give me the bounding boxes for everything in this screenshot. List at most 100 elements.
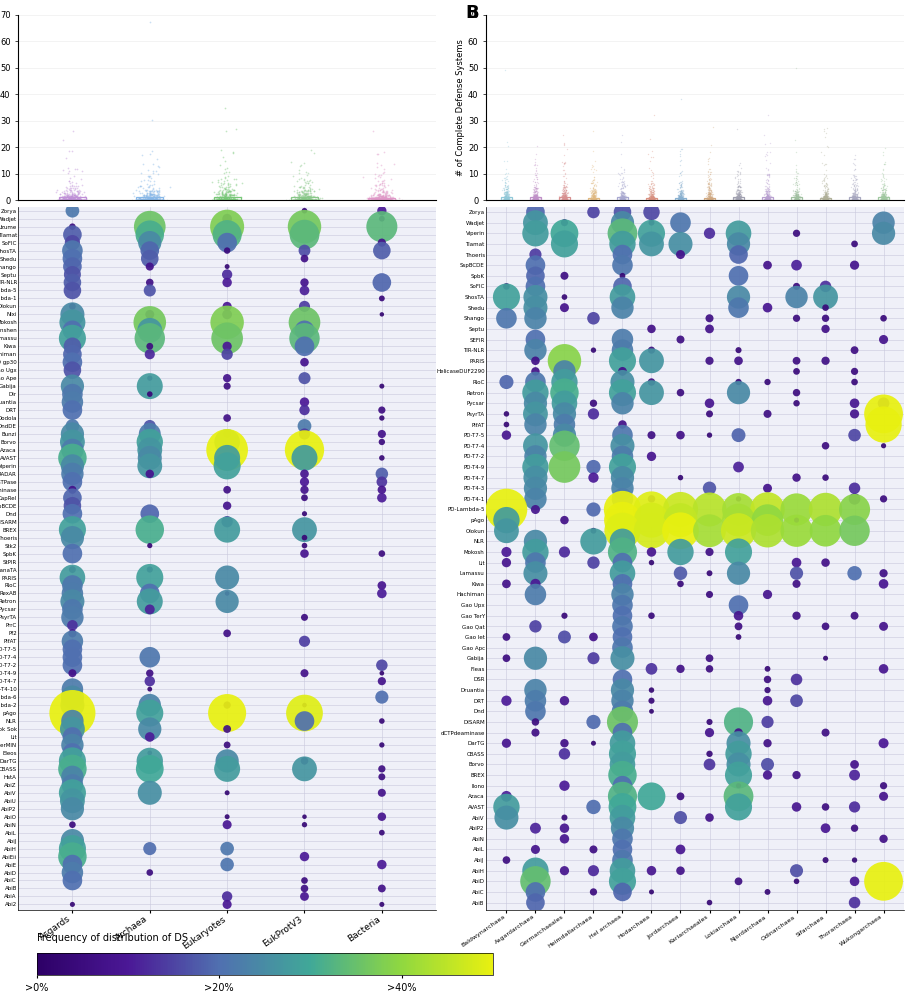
Point bbox=[617, 192, 632, 208]
Point bbox=[587, 192, 602, 208]
Point bbox=[761, 192, 776, 208]
Point bbox=[531, 191, 546, 207]
Point bbox=[554, 191, 569, 207]
Point bbox=[675, 192, 689, 208]
Point bbox=[730, 192, 745, 208]
Point bbox=[299, 186, 313, 202]
Point bbox=[143, 189, 158, 205]
Point bbox=[819, 188, 834, 204]
Point bbox=[614, 184, 629, 200]
Point bbox=[760, 186, 774, 202]
Point bbox=[300, 188, 315, 204]
Point bbox=[378, 192, 393, 208]
Point bbox=[557, 192, 572, 208]
Point bbox=[788, 190, 803, 206]
Point bbox=[227, 192, 242, 208]
Point bbox=[222, 192, 236, 208]
Point bbox=[299, 192, 313, 208]
Point bbox=[65, 192, 79, 208]
Point bbox=[377, 192, 392, 208]
Point bbox=[819, 186, 834, 202]
Point bbox=[760, 191, 774, 207]
Point bbox=[295, 190, 310, 206]
Point bbox=[789, 192, 803, 208]
Point bbox=[845, 191, 860, 207]
Point bbox=[141, 192, 155, 208]
Point bbox=[499, 192, 514, 208]
Point bbox=[527, 192, 541, 208]
Point bbox=[761, 190, 775, 206]
Point bbox=[150, 192, 164, 208]
Point bbox=[586, 183, 601, 199]
Point bbox=[789, 192, 803, 208]
Point bbox=[645, 192, 659, 208]
Point bbox=[849, 182, 864, 198]
Point bbox=[759, 192, 773, 208]
Point bbox=[847, 191, 862, 207]
Point bbox=[586, 406, 601, 422]
Point bbox=[643, 178, 657, 194]
Point bbox=[672, 175, 687, 191]
Point bbox=[704, 192, 719, 208]
Point bbox=[298, 817, 312, 833]
Point bbox=[671, 192, 686, 208]
Point bbox=[556, 191, 571, 207]
Point bbox=[221, 192, 236, 208]
Point bbox=[585, 192, 600, 208]
Point bbox=[675, 188, 689, 204]
Point bbox=[557, 192, 572, 208]
Point bbox=[556, 192, 571, 208]
Point bbox=[289, 192, 304, 208]
Point bbox=[380, 190, 394, 206]
Point bbox=[584, 192, 599, 208]
Point bbox=[301, 192, 316, 208]
Point bbox=[615, 192, 630, 208]
Point bbox=[757, 192, 771, 208]
Point bbox=[676, 192, 690, 208]
Point bbox=[499, 192, 514, 208]
Point bbox=[559, 192, 573, 208]
Bar bbox=[878, 197, 888, 200]
Point bbox=[874, 192, 888, 208]
Point bbox=[758, 192, 772, 208]
Point bbox=[372, 192, 386, 208]
Point bbox=[379, 192, 394, 208]
Point bbox=[584, 192, 599, 208]
Point bbox=[557, 192, 572, 208]
Point bbox=[759, 188, 773, 204]
Point bbox=[701, 192, 716, 208]
Point bbox=[730, 192, 745, 208]
Point bbox=[761, 192, 775, 208]
Point bbox=[672, 191, 687, 207]
Point bbox=[586, 192, 601, 208]
Point bbox=[818, 191, 833, 207]
Point bbox=[528, 192, 542, 208]
Point bbox=[702, 192, 717, 208]
Point bbox=[299, 192, 314, 208]
Point bbox=[761, 192, 775, 208]
Point bbox=[762, 192, 777, 208]
Point bbox=[614, 192, 629, 208]
Point bbox=[703, 166, 718, 182]
Point bbox=[222, 192, 236, 208]
Point bbox=[215, 192, 230, 208]
Point bbox=[218, 192, 233, 208]
Point bbox=[589, 192, 603, 208]
Point bbox=[216, 192, 231, 208]
Point bbox=[732, 192, 747, 208]
Point bbox=[733, 192, 748, 208]
Point bbox=[846, 192, 861, 208]
Point bbox=[585, 187, 600, 203]
Point bbox=[878, 184, 893, 200]
Point bbox=[499, 799, 514, 815]
Point bbox=[847, 192, 862, 208]
Point bbox=[298, 192, 312, 208]
Point bbox=[874, 192, 888, 208]
Point bbox=[761, 191, 775, 207]
Point bbox=[215, 192, 230, 208]
Point bbox=[847, 186, 862, 202]
Point bbox=[151, 158, 165, 174]
Point bbox=[761, 190, 775, 206]
Point bbox=[732, 191, 747, 207]
Point bbox=[876, 192, 891, 208]
